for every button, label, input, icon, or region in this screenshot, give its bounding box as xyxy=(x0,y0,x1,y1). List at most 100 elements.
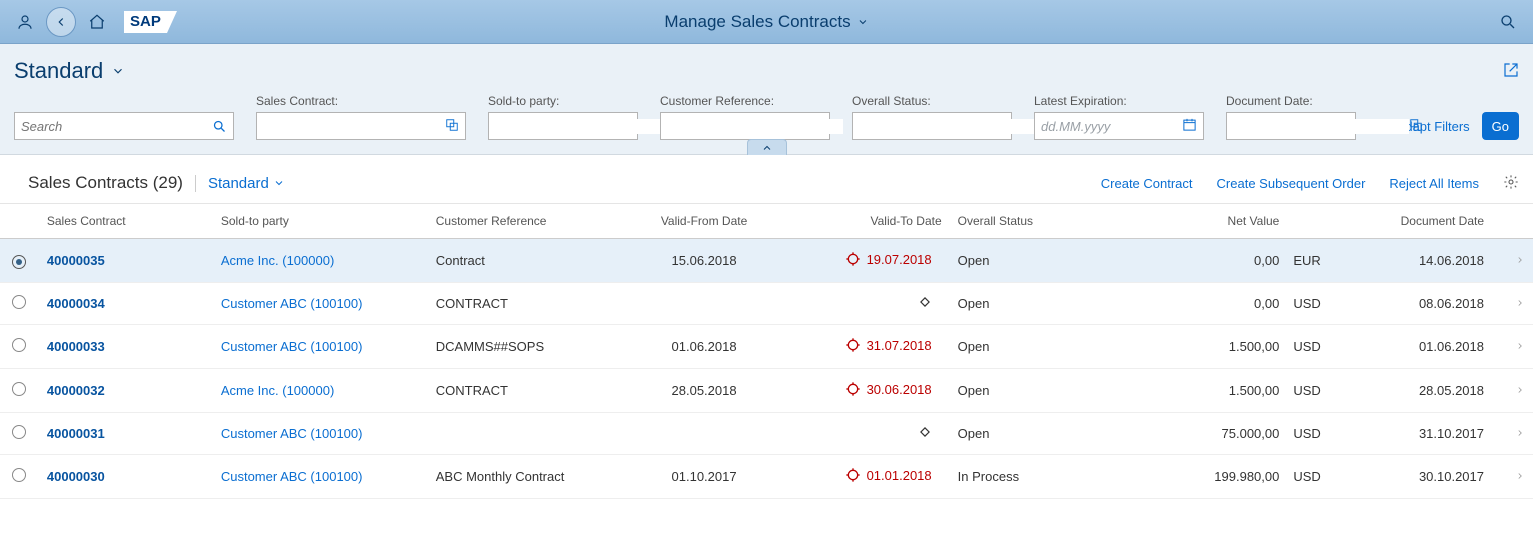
alert-icon xyxy=(845,471,861,486)
table-variant-label: Standard xyxy=(208,175,269,192)
valid-to-cell: 19.07.2018 xyxy=(786,239,950,283)
row-nav-icon[interactable] xyxy=(1492,283,1533,325)
customer-ref-cell: DCAMMS##SOPS xyxy=(428,325,622,369)
table-row[interactable]: 40000032Acme Inc. (100000)CONTRACT28.05.… xyxy=(0,369,1533,413)
valid-to-cell: 31.07.2018 xyxy=(786,325,950,369)
go-button[interactable]: Go xyxy=(1482,112,1519,140)
filter-label: Customer Reference: xyxy=(660,94,830,108)
valid-to-cell xyxy=(786,413,950,455)
customer-ref-input[interactable] xyxy=(660,112,830,140)
net-value-cell: 75.000,00 xyxy=(1154,413,1287,455)
latest-expiration-input[interactable]: dd.MM.yyyy xyxy=(1034,112,1204,140)
customer-ref-field[interactable] xyxy=(667,119,843,134)
col-valid-from[interactable]: Valid-From Date xyxy=(622,204,786,239)
sales-contract-input[interactable] xyxy=(256,112,466,140)
sold-to-link[interactable]: Customer ABC (100100) xyxy=(221,339,363,354)
reject-all-items-link[interactable]: Reject All Items xyxy=(1389,176,1479,191)
overall-status-field[interactable] xyxy=(859,119,1035,134)
sold-to-field[interactable] xyxy=(495,119,671,134)
row-nav-icon[interactable] xyxy=(1492,325,1533,369)
table-row[interactable]: 40000035Acme Inc. (100000)Contract15.06.… xyxy=(0,239,1533,283)
contract-link[interactable]: 40000034 xyxy=(47,296,105,311)
search-icon[interactable] xyxy=(1493,7,1523,37)
col-valid-to[interactable]: Valid-To Date xyxy=(786,204,950,239)
row-radio[interactable] xyxy=(12,255,26,269)
shell-right xyxy=(1493,7,1523,37)
sold-to-link[interactable]: Customer ABC (100100) xyxy=(221,296,363,311)
row-radio[interactable] xyxy=(12,295,26,309)
row-nav-icon[interactable] xyxy=(1492,413,1533,455)
contract-link[interactable]: 40000030 xyxy=(47,469,105,484)
search-field[interactable] xyxy=(21,119,212,134)
row-radio[interactable] xyxy=(12,338,26,352)
currency-cell: EUR xyxy=(1287,239,1338,283)
document-date-cell: 14.06.2018 xyxy=(1339,239,1493,283)
valuehelp-icon[interactable] xyxy=(445,118,459,135)
collapse-filter-button[interactable] xyxy=(747,139,787,155)
contract-link[interactable]: 40000033 xyxy=(47,339,105,354)
contract-link[interactable]: 40000035 xyxy=(47,253,105,268)
document-date-input[interactable] xyxy=(1226,112,1356,140)
col-net-value[interactable]: Net Value xyxy=(1154,204,1287,239)
customer-ref-cell: ABC Monthly Contract xyxy=(428,455,622,499)
sales-contract-field[interactable] xyxy=(263,119,445,134)
filter-label: Sold-to party: xyxy=(488,94,638,108)
sold-to-link[interactable]: Customer ABC (100100) xyxy=(221,426,363,441)
sold-to-link[interactable]: Acme Inc. (100000) xyxy=(221,253,334,268)
sold-to-link[interactable]: Customer ABC (100100) xyxy=(221,469,363,484)
customer-ref-cell: CONTRACT xyxy=(428,283,622,325)
table-row[interactable]: 40000031Customer ABC (100100)Open75.000,… xyxy=(0,413,1533,455)
table-row[interactable]: 40000033 Customer ABC (100100) DCAMMS##SOP… xyxy=(0,325,1533,369)
status-cell: In Process xyxy=(950,455,1155,499)
row-nav-icon[interactable] xyxy=(1492,239,1533,283)
create-subsequent-order-link[interactable]: Create Subsequent Order xyxy=(1217,176,1366,191)
contract-link[interactable]: 40000031 xyxy=(47,426,105,441)
row-nav-icon[interactable] xyxy=(1492,455,1533,499)
document-date-field[interactable] xyxy=(1233,119,1409,134)
filter-latest-expiration: Latest Expiration: dd.MM.yyyy xyxy=(1034,94,1204,140)
valuehelp-icon[interactable] xyxy=(1409,118,1423,135)
valid-from-cell xyxy=(622,283,786,325)
back-button[interactable] xyxy=(46,7,76,37)
chevron-down-icon xyxy=(857,16,869,28)
document-date-cell: 28.05.2018 xyxy=(1339,369,1493,413)
share-icon[interactable] xyxy=(1503,62,1519,81)
net-value-cell: 0,00 xyxy=(1154,239,1287,283)
col-sold-to[interactable]: Sold-to party xyxy=(213,204,428,239)
row-nav-icon[interactable] xyxy=(1492,369,1533,413)
sold-to-link[interactable]: Acme Inc. (100000) xyxy=(221,383,334,398)
calendar-icon[interactable] xyxy=(1182,117,1197,135)
table-variant[interactable]: Standard xyxy=(195,175,285,192)
sold-to-input[interactable] xyxy=(488,112,638,140)
col-overall-status[interactable]: Overall Status xyxy=(950,204,1155,239)
search-input[interactable] xyxy=(14,112,234,140)
table-row[interactable]: 40000034Customer ABC (100100)CONTRACTOpe… xyxy=(0,283,1533,325)
valid-to-date: 30.06.2018 xyxy=(867,382,932,397)
col-document-date[interactable]: Document Date xyxy=(1339,204,1493,239)
app-title[interactable]: Manage Sales Contracts xyxy=(664,12,868,32)
status-cell: Open xyxy=(950,239,1155,283)
overall-status-select[interactable] xyxy=(852,112,1012,140)
valid-to-date: 31.07.2018 xyxy=(867,338,932,353)
row-radio[interactable] xyxy=(12,468,26,482)
table-toolbar: Sales Contracts (29) Standard Create Con… xyxy=(0,155,1533,204)
alert-icon xyxy=(845,385,861,400)
row-radio[interactable] xyxy=(12,425,26,439)
status-cell: Open xyxy=(950,325,1155,369)
row-radio[interactable] xyxy=(12,382,26,396)
col-sales-contract[interactable]: Sales Contract xyxy=(39,204,213,239)
user-icon[interactable] xyxy=(10,7,40,37)
col-customer-ref[interactable]: Customer Reference xyxy=(428,204,622,239)
contract-link[interactable]: 40000032 xyxy=(47,383,105,398)
chevron-down-icon xyxy=(111,64,125,78)
table-row[interactable]: 40000030 Customer ABC (100100) ABC Monthly… xyxy=(0,455,1533,499)
currency-cell: USD xyxy=(1287,455,1338,499)
settings-icon[interactable] xyxy=(1503,174,1519,193)
variant-row: Standard xyxy=(0,54,1533,94)
app-title-text: Manage Sales Contracts xyxy=(664,12,850,32)
variant-selector[interactable]: Standard xyxy=(14,58,125,84)
table-actions: Create Contract Create Subsequent Order … xyxy=(1101,174,1519,193)
diamond-icon xyxy=(918,297,932,312)
create-contract-link[interactable]: Create Contract xyxy=(1101,176,1193,191)
home-icon[interactable] xyxy=(82,7,112,37)
